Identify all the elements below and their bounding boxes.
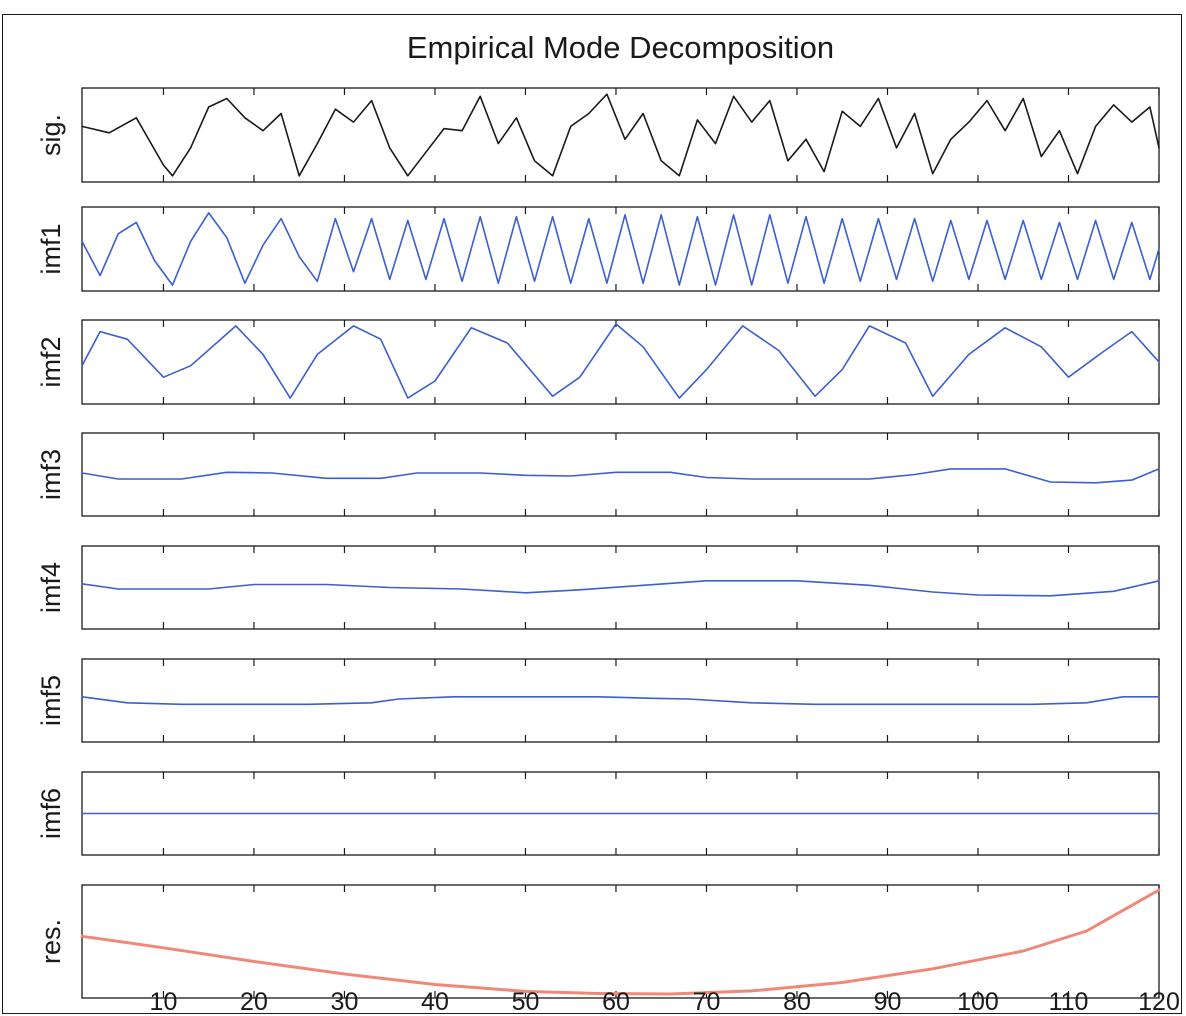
figure-frame: [2, 14, 1182, 1014]
panel-frame-res: [81, 884, 1160, 999]
panel-frame-sig: [81, 87, 1160, 183]
series-line-sig: [81, 93, 1160, 177]
x-tick-label: 60: [602, 988, 630, 1016]
series-line-imf1: [81, 212, 1160, 286]
x-tick-label: 30: [331, 988, 359, 1016]
panel-frame-imf4: [81, 545, 1160, 630]
x-tick-label: 70: [693, 988, 721, 1016]
panel-label-sig: sig.: [36, 114, 66, 156]
x-tick-label: 10: [150, 988, 178, 1016]
x-tick-label: 80: [783, 988, 811, 1016]
x-tick-label: 40: [421, 988, 449, 1016]
chart-title: Empirical Mode Decomposition: [406, 30, 835, 65]
panel-label-imf6: imf6: [36, 788, 66, 839]
series-line-imf2: [81, 323, 1160, 399]
x-tick-label: 120: [1138, 988, 1180, 1016]
series-line-imf5: [81, 695, 1160, 706]
panel-frame-imf5: [81, 658, 1160, 743]
panel-frame-imf3: [81, 432, 1160, 517]
panel-label-imf2: imf2: [36, 336, 66, 387]
panel-label-imf1: imf1: [36, 223, 66, 274]
panel-label-imf3: imf3: [36, 449, 66, 500]
series-line-imf4: [81, 579, 1160, 597]
x-tick-label: 20: [240, 988, 268, 1016]
x-tick-label: 100: [957, 988, 999, 1016]
series-line-res: [80, 888, 1161, 996]
series-line-imf3: [81, 468, 1160, 484]
panel-label-imf5: imf5: [36, 675, 66, 726]
x-tick-label: 50: [512, 988, 540, 1016]
x-tick-label: 90: [874, 988, 902, 1016]
x-tick-label: 110: [1049, 988, 1089, 1016]
panel-label-imf4: imf4: [36, 562, 66, 613]
panel-label-res: res.: [36, 919, 66, 964]
